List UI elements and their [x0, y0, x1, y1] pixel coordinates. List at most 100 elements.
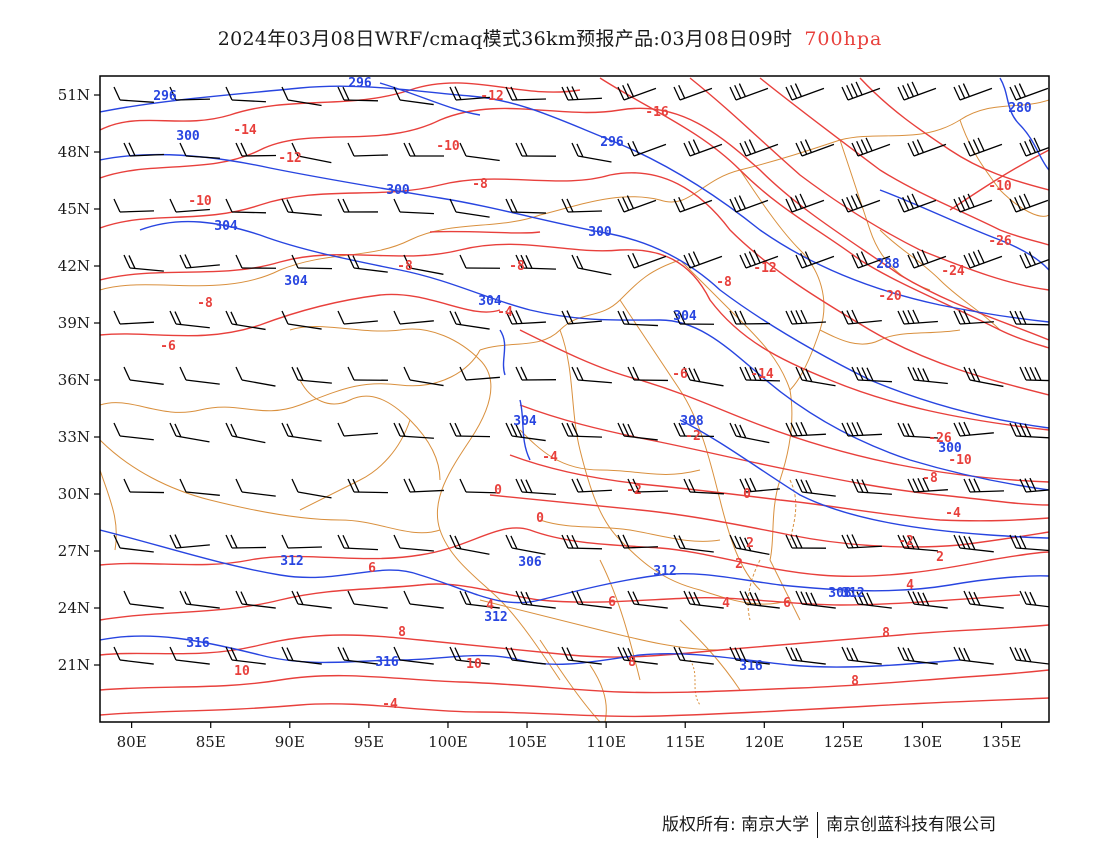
temperature-contour-label: 6	[368, 561, 376, 576]
wind-barb	[281, 422, 322, 442]
wind-barb	[739, 366, 781, 382]
wind-barb	[113, 86, 154, 103]
wind-barb	[337, 534, 378, 551]
height-contour-label: 288	[876, 257, 900, 272]
height-contour-label: 296	[600, 135, 624, 150]
lon-tick-label: 85E	[196, 733, 226, 751]
height-contour-label: 306	[518, 555, 542, 570]
wind-barb	[907, 477, 948, 493]
lon-tick-label: 120E	[745, 733, 785, 751]
wind-barb	[179, 366, 220, 385]
temperature-contour-label: 8	[851, 674, 859, 689]
wind-barb	[281, 86, 322, 107]
temperature-contour-label: -4	[497, 305, 513, 320]
wind-barb	[225, 422, 266, 444]
wind-barb	[337, 310, 378, 325]
height-contour-label: 308	[680, 414, 704, 429]
title-level: 700hpa	[804, 28, 883, 50]
wind-barb	[963, 366, 1004, 388]
wind-barb	[683, 590, 724, 609]
wind-barb	[1009, 646, 1049, 665]
wind-barb	[907, 590, 948, 609]
wind-barb	[459, 478, 501, 494]
temperature-contour-label: 6	[783, 596, 791, 611]
temperature-contour-label: -4	[945, 506, 961, 521]
wind-barb	[1009, 193, 1049, 213]
wind-barb	[841, 421, 882, 437]
wind-barb	[897, 646, 938, 665]
wind-barb	[785, 83, 825, 101]
wind-barb	[729, 422, 770, 444]
wind-barb	[169, 422, 210, 443]
wind-barb	[281, 198, 322, 216]
height-contour-label: 304	[284, 274, 308, 289]
lat-tick-label: 33N	[58, 428, 90, 446]
wind-barb	[673, 310, 715, 325]
wind-barb	[795, 366, 836, 387]
wind-barb	[1019, 251, 1049, 269]
wind-barb	[739, 249, 779, 269]
wind-barb	[841, 646, 882, 665]
chart-title: 2024年03月08日WRF/cmaq模式36km预报产品:03月08日09时 7…	[0, 24, 1100, 51]
wind-barb	[851, 366, 892, 383]
temperature-contour-label: 0	[743, 487, 751, 502]
wind-barb	[617, 534, 659, 549]
temperature-contour-label: 6	[608, 595, 616, 610]
wind-barb	[123, 254, 164, 272]
wind-barb	[235, 590, 276, 609]
temperature-contour-label: 0	[536, 511, 544, 526]
temperature-contour-label: -8	[509, 259, 525, 274]
wind-barb	[179, 254, 220, 269]
wind-barb	[851, 590, 892, 609]
height-contour-label: 296	[348, 76, 372, 91]
wind-barb	[561, 310, 602, 325]
wind-barb	[291, 478, 332, 499]
wind-barb	[449, 310, 490, 330]
temperature-contour-label: -6	[160, 339, 176, 354]
wind-barb	[963, 478, 1005, 493]
wind-barb	[393, 198, 434, 215]
height-contour-label: 300	[938, 441, 962, 456]
footer-separator	[817, 812, 819, 838]
footer: 版权所有: 南京大学 南京创蓝科技有限公司	[662, 810, 996, 838]
wind-barb	[729, 534, 770, 556]
wind-barb	[291, 590, 332, 609]
lat-axis: 51N 48N 45N 42N 39N 36N 33N 30N 27N 24N 21N	[58, 86, 100, 674]
height-contour-label: 312	[841, 586, 864, 601]
height-contour-label: 312	[280, 554, 303, 569]
wind-barb	[571, 254, 612, 276]
temperature-contour-label: -10	[188, 194, 212, 209]
wind-barb	[505, 422, 546, 442]
temperature-contour-label: -4	[382, 697, 398, 712]
plot-area	[100, 76, 1049, 722]
wind-barb	[841, 534, 882, 549]
wind-barb	[729, 646, 770, 665]
wind-barb	[235, 142, 277, 157]
height-contour-label: 304	[478, 294, 502, 309]
temperature-contour-label: 10	[466, 657, 482, 672]
temperature-contour-label: -26	[928, 431, 952, 446]
height-contour-label: 300	[176, 129, 200, 144]
lon-tick-label: 125E	[824, 733, 864, 751]
temperature-contour-label: -8	[716, 275, 732, 290]
height-contour-label: 308	[828, 586, 852, 601]
temperature-contour-label: -10	[948, 453, 972, 468]
wind-barb	[785, 646, 826, 665]
wind-barb	[113, 198, 155, 213]
wind-barb	[235, 366, 276, 387]
wind-barb	[953, 193, 993, 213]
wind-barb	[393, 646, 434, 665]
wind-barb	[515, 590, 556, 609]
wind-barb	[169, 310, 210, 329]
wind-barb	[281, 646, 322, 665]
temperature-contour-label: -14	[750, 367, 774, 382]
wind-barb	[337, 646, 378, 665]
temperature-contour-label: 4	[486, 598, 494, 613]
wind-barb	[729, 83, 769, 101]
lon-tick-label: 115E	[665, 733, 705, 751]
temperature-contour-label: -10	[988, 179, 1012, 194]
temperature-contour-label: -2	[685, 429, 701, 444]
footer-company: 南京创蓝科技有限公司	[826, 815, 997, 835]
wind-barb	[347, 366, 389, 381]
wind-barb	[1009, 310, 1049, 326]
